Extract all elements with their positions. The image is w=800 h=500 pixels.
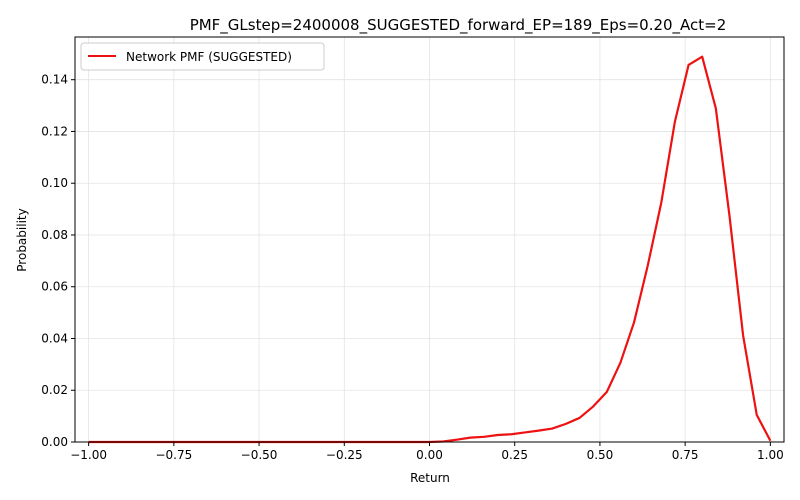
y-tick-label: 0.02 (41, 383, 68, 397)
x-tick-label: 0.50 (587, 448, 614, 462)
x-axis: −1.00 −0.75 −0.50 −0.25 0.00 0.25 0.50 0.75 1.00 (70, 442, 784, 462)
x-tick-label: −0.50 (241, 448, 278, 462)
x-tick-label: −0.75 (155, 448, 192, 462)
y-tick-label: 0.06 (41, 280, 68, 294)
x-tick-label: −0.25 (326, 448, 363, 462)
y-tick-label: 0.04 (41, 331, 68, 345)
legend: Network PMF (SUGGESTED) (80, 42, 325, 71)
y-tick-label: 0.12 (41, 124, 68, 138)
x-axis-label: Return (410, 471, 450, 485)
chart-title: PMF_GLstep=2400008_SUGGESTED_forward_EP=… (190, 16, 727, 35)
y-tick-label: 0.08 (41, 228, 68, 242)
y-tick-label: 0.10 (41, 176, 68, 190)
y-axis-label: Probability (15, 208, 29, 271)
x-tick-label: 1.00 (757, 448, 784, 462)
x-tick-label: 0.75 (672, 448, 699, 462)
legend-label: Network PMF (SUGGESTED) (126, 50, 292, 64)
x-tick-label: 0.00 (416, 448, 443, 462)
y-axis: 0.00 0.02 0.04 0.06 0.08 0.10 0.12 0.14 (41, 73, 75, 449)
x-tick-label: 0.25 (501, 448, 528, 462)
legend-box (80, 42, 325, 71)
y-tick-label: 0.14 (41, 73, 68, 87)
y-tick-label: 0.00 (41, 435, 68, 449)
x-tick-label: −1.00 (70, 448, 107, 462)
grid-lines (75, 37, 784, 443)
